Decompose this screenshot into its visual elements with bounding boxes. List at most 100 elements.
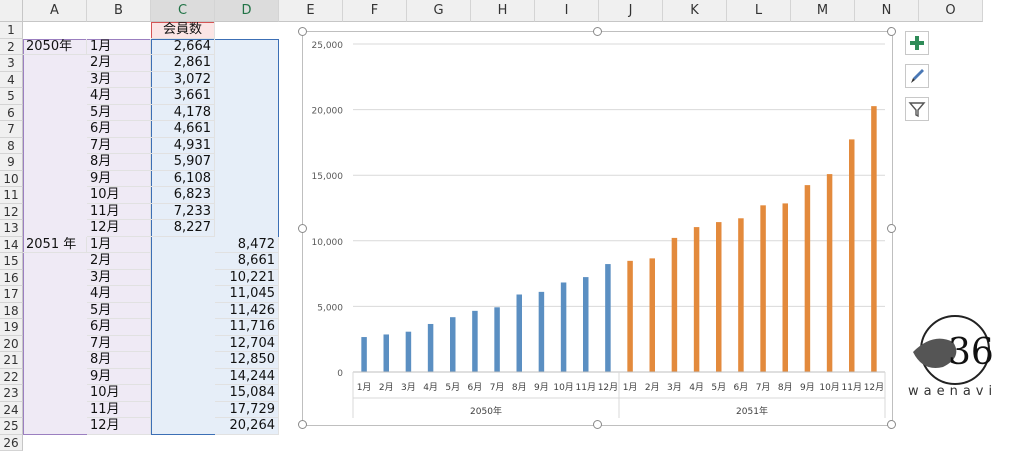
column-header[interactable]: O	[919, 0, 983, 22]
row-header[interactable]: 12	[0, 204, 23, 221]
cell-value[interactable]: 2,861	[151, 55, 215, 72]
cell-value[interactable]: 10,221	[215, 270, 279, 287]
cell-month[interactable]: 6月	[87, 121, 151, 138]
select-all-corner[interactable]	[0, 0, 23, 22]
cell-month[interactable]: 9月	[87, 369, 151, 386]
column-header[interactable]: C	[151, 0, 215, 22]
column-header[interactable]: L	[727, 0, 791, 22]
cell-value[interactable]: 4,178	[151, 105, 215, 122]
row-header[interactable]: 16	[0, 270, 23, 287]
cell-month[interactable]: 12月	[87, 418, 151, 435]
row-header[interactable]: 8	[0, 138, 23, 155]
cell-value[interactable]: 20,264	[215, 418, 279, 435]
row-header[interactable]: 11	[0, 187, 23, 204]
row-header[interactable]: 10	[0, 171, 23, 188]
row-header[interactable]: 13	[0, 220, 23, 237]
cell-value[interactable]: 3,661	[151, 88, 215, 105]
resize-handle[interactable]	[298, 27, 307, 36]
cell-month[interactable]: 7月	[87, 138, 151, 155]
cell-month[interactable]: 11月	[87, 204, 151, 221]
cell-value[interactable]: 11,045	[215, 286, 279, 303]
cell-month[interactable]: 4月	[87, 88, 151, 105]
cell-month[interactable]: 10月	[87, 385, 151, 402]
column-header[interactable]: J	[599, 0, 663, 22]
row-header[interactable]: 2	[0, 39, 23, 56]
cell-month[interactable]: 9月	[87, 171, 151, 188]
row-header[interactable]: 17	[0, 286, 23, 303]
row-header[interactable]: 7	[0, 121, 23, 138]
column-header[interactable]: D	[215, 0, 279, 22]
cell-month[interactable]: 5月	[87, 303, 151, 320]
cell-month[interactable]: 7月	[87, 336, 151, 353]
row-header[interactable]: 24	[0, 402, 23, 419]
cell-year[interactable]: 2050年	[23, 39, 87, 56]
row-header[interactable]: 6	[0, 105, 23, 122]
cell-value[interactable]: 5,907	[151, 154, 215, 171]
resize-handle[interactable]	[298, 420, 307, 429]
column-header[interactable]: M	[791, 0, 855, 22]
row-header[interactable]: 20	[0, 336, 23, 353]
row-header[interactable]: 18	[0, 303, 23, 320]
cell-value[interactable]: 14,244	[215, 369, 279, 386]
cell-value[interactable]: 15,084	[215, 385, 279, 402]
resize-handle[interactable]	[887, 224, 896, 233]
cell-value[interactable]: 17,729	[215, 402, 279, 419]
chart-elements-button[interactable]	[905, 31, 929, 55]
resize-handle[interactable]	[298, 224, 307, 233]
cell-month[interactable]: 8月	[87, 352, 151, 369]
row-header[interactable]: 21	[0, 352, 23, 369]
cell-value[interactable]: 7,233	[151, 204, 215, 221]
row-header[interactable]: 15	[0, 253, 23, 270]
row-header[interactable]: 1	[0, 22, 23, 39]
resize-handle[interactable]	[887, 27, 896, 36]
cell-value[interactable]: 6,823	[151, 187, 215, 204]
row-header[interactable]: 23	[0, 385, 23, 402]
row-header[interactable]: 26	[0, 435, 23, 451]
column-header[interactable]: A	[23, 0, 87, 22]
cell-month[interactable]: 1月	[87, 39, 151, 56]
resize-handle[interactable]	[593, 420, 602, 429]
cell-month[interactable]: 3月	[87, 72, 151, 89]
cell-month[interactable]: 10月	[87, 187, 151, 204]
cell-header-members[interactable]: 会員数	[151, 22, 215, 39]
column-header[interactable]: F	[343, 0, 407, 22]
column-header[interactable]: K	[663, 0, 727, 22]
chart-styles-button[interactable]	[905, 64, 929, 88]
row-header[interactable]: 14	[0, 237, 23, 254]
cell-month[interactable]: 3月	[87, 270, 151, 287]
cell-value[interactable]: 12,850	[215, 352, 279, 369]
cell-value[interactable]: 11,716	[215, 319, 279, 336]
cell-month[interactable]: 5月	[87, 105, 151, 122]
cell-month[interactable]: 2月	[87, 253, 151, 270]
cell-value[interactable]: 12,704	[215, 336, 279, 353]
cell-value[interactable]: 8,661	[215, 253, 279, 270]
row-header[interactable]: 22	[0, 369, 23, 386]
cell-value[interactable]: 8,472	[215, 237, 279, 254]
cell-month[interactable]: 11月	[87, 402, 151, 419]
cell-value[interactable]: 11,426	[215, 303, 279, 320]
row-header[interactable]: 3	[0, 55, 23, 72]
cell-month[interactable]: 4月	[87, 286, 151, 303]
row-header[interactable]: 25	[0, 418, 23, 435]
cell-month[interactable]: 8月	[87, 154, 151, 171]
cell-year[interactable]: 2051 年	[23, 237, 87, 254]
row-header[interactable]: 19	[0, 319, 23, 336]
column-header[interactable]: E	[279, 0, 343, 22]
cell-month[interactable]: 6月	[87, 319, 151, 336]
row-header[interactable]: 5	[0, 88, 23, 105]
cell-value[interactable]: 8,227	[151, 220, 215, 237]
cell-value[interactable]: 2,664	[151, 39, 215, 56]
resize-handle[interactable]	[593, 27, 602, 36]
cell-value[interactable]: 3,072	[151, 72, 215, 89]
column-header[interactable]: I	[535, 0, 599, 22]
column-header[interactable]: N	[855, 0, 919, 22]
column-header[interactable]: G	[407, 0, 471, 22]
cell-month[interactable]: 12月	[87, 220, 151, 237]
column-header[interactable]: H	[471, 0, 535, 22]
row-header[interactable]: 4	[0, 72, 23, 89]
cell-value[interactable]: 4,931	[151, 138, 215, 155]
chart-filters-button[interactable]	[905, 97, 929, 121]
resize-handle[interactable]	[887, 420, 896, 429]
row-header[interactable]: 9	[0, 154, 23, 171]
